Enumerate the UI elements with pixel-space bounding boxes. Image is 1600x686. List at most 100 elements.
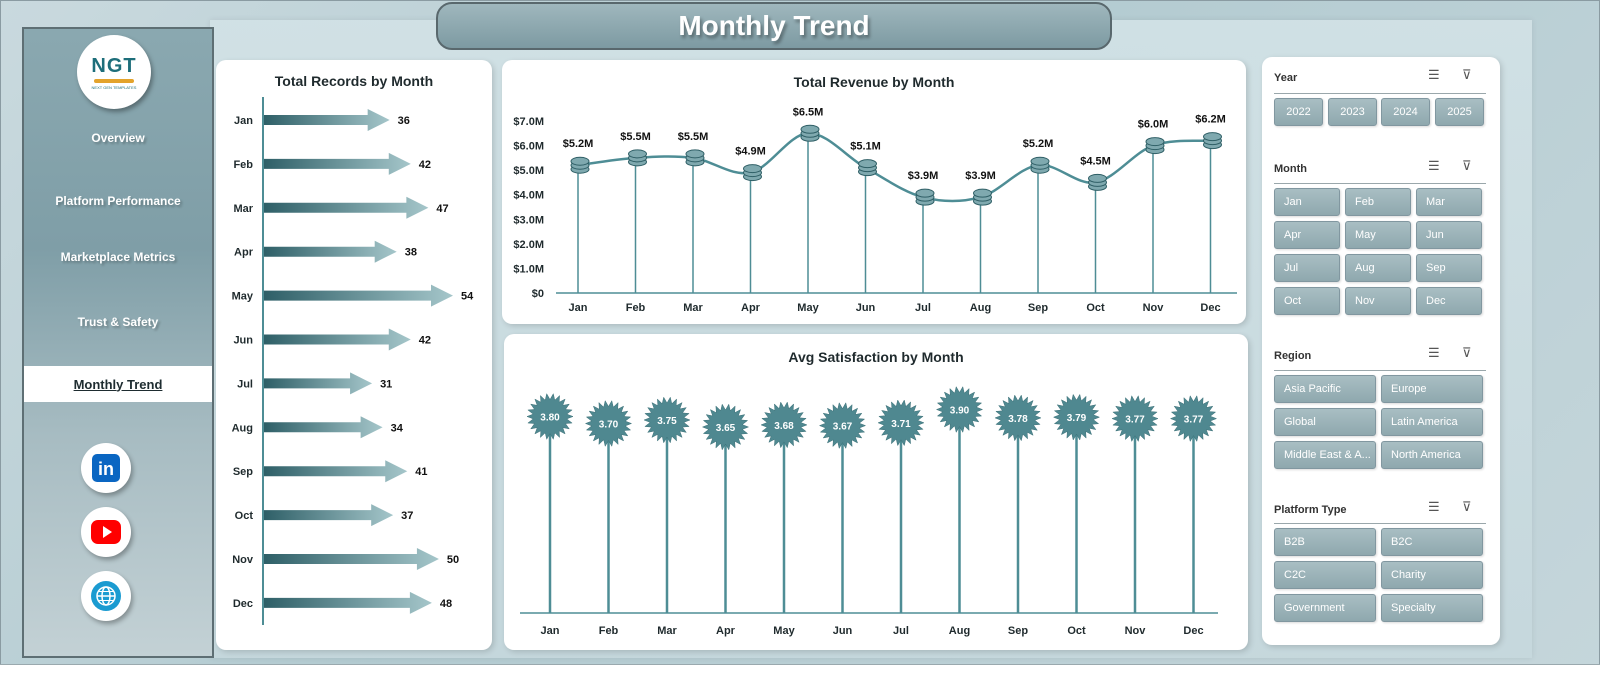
revenue-point-marker xyxy=(915,188,935,206)
month-option[interactable]: Feb xyxy=(1345,188,1411,216)
month-option[interactable]: Jul xyxy=(1274,254,1340,282)
revenue-month-label: Dec xyxy=(1200,302,1220,314)
satisfaction-month-label: Nov xyxy=(1125,625,1147,637)
records-bar xyxy=(264,284,453,307)
satisfaction-burst-marker xyxy=(935,386,984,433)
records-bar xyxy=(264,372,373,395)
satisfaction-card: Avg Satisfaction by Month 3.80 Jan 3.70 Feb… xyxy=(504,334,1248,650)
satisfaction-burst-marker xyxy=(1052,393,1101,441)
region-option[interactable]: Middle East & A... xyxy=(1274,441,1376,469)
revenue-y-tick: $6.0M xyxy=(513,141,544,153)
region-option[interactable]: North America xyxy=(1381,441,1483,469)
clear-filter-icon[interactable]: ⊽ xyxy=(1462,158,1472,173)
records-bar xyxy=(264,196,429,219)
region-slicer-title: Region xyxy=(1274,350,1312,362)
satisfaction-value-label: 3.90 xyxy=(950,406,970,417)
satisfaction-burst-marker xyxy=(994,394,1042,442)
revenue-value-label: $5.2M xyxy=(1023,138,1054,150)
platform-type-option[interactable]: Specialty xyxy=(1381,594,1483,622)
records-value-label: 47 xyxy=(436,203,448,215)
website-button[interactable] xyxy=(81,571,131,621)
satisfaction-value-label: 3.77 xyxy=(1125,415,1145,426)
satisfaction-value-label: 3.77 xyxy=(1184,415,1204,426)
satisfaction-value-label: 3.80 xyxy=(540,413,560,424)
multi-select-icon[interactable]: ☰ xyxy=(1428,158,1440,173)
satisfaction-month-label: Apr xyxy=(716,625,736,637)
platform-type-option[interactable]: Government xyxy=(1274,594,1376,622)
revenue-month-label: Jan xyxy=(569,302,588,314)
month-option[interactable]: Oct xyxy=(1274,287,1340,315)
nav-monthly-trend[interactable]: Monthly Trend xyxy=(24,366,212,402)
nav-platform-performance[interactable]: Platform Performance xyxy=(55,194,181,208)
revenue-month-label: Aug xyxy=(970,302,991,314)
region-option[interactable]: Asia Pacific xyxy=(1274,375,1376,403)
revenue-value-label: $6.0M xyxy=(1138,119,1169,131)
revenue-value-label: $5.5M xyxy=(620,131,651,143)
revenue-month-label: May xyxy=(797,302,819,314)
brand-logo: NGT NEXT GEN TEMPLATES xyxy=(77,35,151,109)
satisfaction-month-label: Jan xyxy=(541,625,560,637)
records-month-label: Jun xyxy=(233,335,253,347)
nav-trust-safety[interactable]: Trust & Safety xyxy=(77,315,159,329)
sidebar: NGT NEXT GEN TEMPLATES Overview Platform… xyxy=(22,27,214,658)
platform-type-option[interactable]: C2C xyxy=(1274,561,1376,589)
year-option[interactable]: 2024 xyxy=(1381,98,1430,126)
month-option[interactable]: Mar xyxy=(1416,188,1482,216)
nav-overview[interactable]: Overview xyxy=(91,131,145,145)
platform-type-option[interactable]: B2B xyxy=(1274,528,1376,556)
coin-icon xyxy=(800,124,820,134)
month-option[interactable]: Jun xyxy=(1416,221,1482,249)
records-bar xyxy=(264,591,432,614)
records-card: Total Records by Month Jan 36 Feb 42 Mar 47 Ap… xyxy=(216,60,492,650)
year-option[interactable]: 2023 xyxy=(1328,98,1377,126)
revenue-y-tick: $5.0M xyxy=(513,165,544,177)
revenue-month-label: Feb xyxy=(626,302,646,314)
youtube-button[interactable] xyxy=(81,507,131,557)
coin-icon xyxy=(628,149,647,159)
records-month-label: Dec xyxy=(233,598,253,610)
multi-select-icon[interactable]: ☰ xyxy=(1428,67,1440,82)
month-option[interactable]: Nov xyxy=(1345,287,1411,315)
clear-filter-icon[interactable]: ⊽ xyxy=(1462,67,1472,82)
records-month-label: Aug xyxy=(232,422,253,434)
linkedin-button[interactable]: in xyxy=(81,443,131,493)
platform-type-option[interactable]: Charity xyxy=(1381,561,1483,589)
multi-select-icon[interactable]: ☰ xyxy=(1428,499,1440,514)
satisfaction-burst-marker xyxy=(584,400,633,447)
revenue-month-label: Sep xyxy=(1028,302,1048,314)
revenue-value-label: $5.5M xyxy=(678,131,709,143)
month-option[interactable]: Aug xyxy=(1345,254,1411,282)
region-option[interactable]: Latin America xyxy=(1381,408,1483,436)
revenue-card: Total Revenue by Month $0 $1.0M $2.0M $3.0M… xyxy=(502,60,1246,324)
revenue-month-label: Mar xyxy=(683,302,703,314)
records-bar xyxy=(264,504,394,527)
satisfaction-burst-marker xyxy=(1111,395,1159,443)
revenue-chart: $0 $1.0M $2.0M $3.0M $4.0M $5.0M $6.0M $7.0M $5.… xyxy=(513,106,1237,314)
satisfaction-month-label: Oct xyxy=(1067,625,1086,637)
multi-select-icon[interactable]: ☰ xyxy=(1428,345,1440,360)
month-option[interactable]: May xyxy=(1345,221,1411,249)
satisfaction-value-label: 3.68 xyxy=(774,421,794,432)
platform-type-option[interactable]: B2C xyxy=(1381,528,1483,556)
month-option[interactable]: Jan xyxy=(1274,188,1340,216)
year-option[interactable]: 2022 xyxy=(1274,98,1323,126)
records-month-label: Jan xyxy=(234,115,253,127)
nav-marketplace-metrics[interactable]: Marketplace Metrics xyxy=(60,250,176,264)
revenue-y-tick: $0 xyxy=(532,288,544,300)
satisfaction-burst-marker xyxy=(1169,395,1218,443)
month-option[interactable]: Apr xyxy=(1274,221,1340,249)
region-option[interactable]: Global xyxy=(1274,408,1376,436)
coin-icon xyxy=(973,188,992,198)
month-option[interactable]: Sep xyxy=(1416,254,1482,282)
coin-icon xyxy=(1145,137,1165,147)
satisfaction-month-label: Jun xyxy=(833,625,853,637)
year-option[interactable]: 2025 xyxy=(1435,98,1484,126)
coin-icon xyxy=(858,159,877,169)
clear-filter-icon[interactable]: ⊽ xyxy=(1462,499,1472,514)
revenue-point-marker xyxy=(685,149,705,167)
records-value-label: 41 xyxy=(415,466,427,478)
month-option[interactable]: Dec xyxy=(1416,287,1482,315)
records-chart: Jan 36 Feb 42 Mar 47 Apr 38 May 54 Jun 42 Jul 31 Aug 34… xyxy=(232,97,474,625)
region-option[interactable]: Europe xyxy=(1381,375,1483,403)
clear-filter-icon[interactable]: ⊽ xyxy=(1462,345,1472,360)
